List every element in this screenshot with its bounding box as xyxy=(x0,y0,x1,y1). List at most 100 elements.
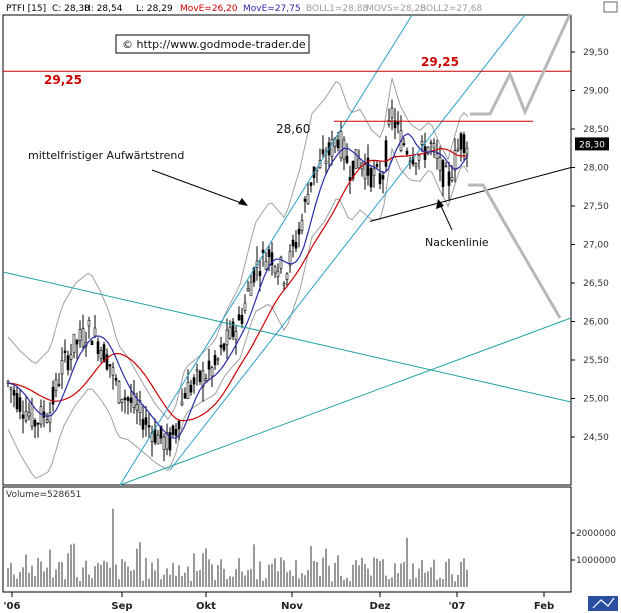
candle-body xyxy=(240,314,244,324)
candle-body xyxy=(351,160,355,179)
axes: 29,50 29,00 28,50 28,00 27,50 27,00 26,50 26,00… xyxy=(4,48,618,612)
support-line xyxy=(119,317,572,486)
candle-body xyxy=(177,420,181,430)
candle-body xyxy=(354,149,358,169)
candle-body xyxy=(258,271,262,277)
candle-body xyxy=(171,425,175,435)
candle-body xyxy=(441,160,445,187)
candle-body xyxy=(402,143,406,145)
price-axis-tick-label: 24,50 xyxy=(583,433,609,443)
date-axis-label: Dez xyxy=(370,601,391,612)
candle-body xyxy=(51,386,55,405)
price-axis-tick-label: 27,50 xyxy=(583,202,609,212)
date-axis-label: '07 xyxy=(449,601,466,612)
candle-body xyxy=(48,412,52,423)
copyright-box: © http://www.godmode-trader.de xyxy=(115,34,310,54)
price-axis-tick-label: 25,00 xyxy=(583,395,609,405)
moving-average-long-line xyxy=(7,148,469,422)
trend-label: mittelfristiger Aufwärtstrend xyxy=(28,149,184,162)
bollinger-upper-line xyxy=(7,78,469,420)
candle-body xyxy=(219,344,223,348)
candle-body xyxy=(291,239,295,247)
price-axis-tick-label: 25,50 xyxy=(583,356,609,366)
candle-body xyxy=(75,339,79,345)
price-plot xyxy=(2,13,572,486)
candle-body xyxy=(135,404,139,411)
candle-body xyxy=(144,417,148,425)
candle-body xyxy=(405,150,409,155)
corner-widget xyxy=(588,596,618,611)
date-axis-label: '06 xyxy=(4,601,21,612)
candle-body xyxy=(108,364,112,367)
neckline xyxy=(369,167,572,222)
candle-body xyxy=(456,148,460,151)
candle-body xyxy=(252,267,256,283)
candle-body xyxy=(249,281,253,296)
candle-body xyxy=(339,131,343,159)
candle-body xyxy=(321,149,325,155)
current-price-badge xyxy=(575,137,609,151)
candle-body xyxy=(12,389,16,396)
header-close: C: 28,30 xyxy=(52,4,90,14)
volume-axis-tick-label: 2000000 xyxy=(576,529,616,539)
neckline-arrowhead xyxy=(436,199,444,209)
corner-trend-icon xyxy=(592,597,615,609)
candle-body xyxy=(303,198,307,202)
candle-body xyxy=(147,425,151,428)
candle-body xyxy=(21,414,25,419)
trend-arrowhead xyxy=(238,198,248,206)
candle-body xyxy=(267,249,271,257)
header-low: L: 28,29 xyxy=(136,4,173,14)
candle-body xyxy=(447,171,451,186)
candle-body xyxy=(111,367,115,376)
candle-body xyxy=(270,252,274,266)
level-2860-label: 28,60 xyxy=(276,122,310,136)
candle-body xyxy=(120,398,124,403)
candle-body xyxy=(216,358,220,361)
neckline-arrow-line xyxy=(439,203,453,231)
candle-body xyxy=(294,242,298,249)
candle-body xyxy=(183,393,187,399)
header-box-icon[interactable] xyxy=(603,1,618,13)
candle-body xyxy=(18,397,22,412)
candle-body xyxy=(153,428,157,443)
candle-body xyxy=(381,175,385,180)
candle-body xyxy=(24,411,28,421)
candle-body xyxy=(438,157,442,171)
date-axis-label: Nov xyxy=(281,601,303,612)
candle-body xyxy=(192,377,196,385)
candle-body xyxy=(336,139,340,148)
candle-body xyxy=(180,401,184,406)
candle-body xyxy=(9,387,13,390)
candle-body xyxy=(309,182,313,186)
candle-body xyxy=(102,344,106,363)
candle-body xyxy=(462,134,466,153)
candle-body xyxy=(114,377,118,381)
bullish-projection-path xyxy=(470,13,572,116)
candle-body xyxy=(204,378,208,382)
price-panel-frame xyxy=(2,14,572,486)
trend-channel-lower-line xyxy=(169,14,526,471)
volume-panel-frame xyxy=(2,486,572,593)
candle-body xyxy=(90,340,94,346)
price-axis-tick-label: 27,00 xyxy=(583,241,609,251)
moving-average-short-line xyxy=(7,132,469,439)
header-move2: MovE=27,75 xyxy=(243,4,301,14)
neckline-label: Nackenlinie xyxy=(425,236,489,249)
candle-body xyxy=(243,302,247,311)
candle-body xyxy=(435,153,439,159)
candle-body xyxy=(123,397,127,400)
candle-body xyxy=(261,249,265,253)
bearish-projection-path xyxy=(468,183,562,319)
price-axis-tick-label: 28,50 xyxy=(583,125,609,135)
volume-label: Volume=528651 xyxy=(6,490,81,500)
candle-body xyxy=(105,354,109,370)
candle-body xyxy=(306,194,310,205)
candle-body xyxy=(444,165,448,168)
candle-body xyxy=(222,343,226,351)
candle-body xyxy=(159,425,163,439)
candle-body xyxy=(387,119,391,125)
candle-body xyxy=(213,354,217,366)
volume-axis-tick-label: 1000000 xyxy=(576,556,616,566)
